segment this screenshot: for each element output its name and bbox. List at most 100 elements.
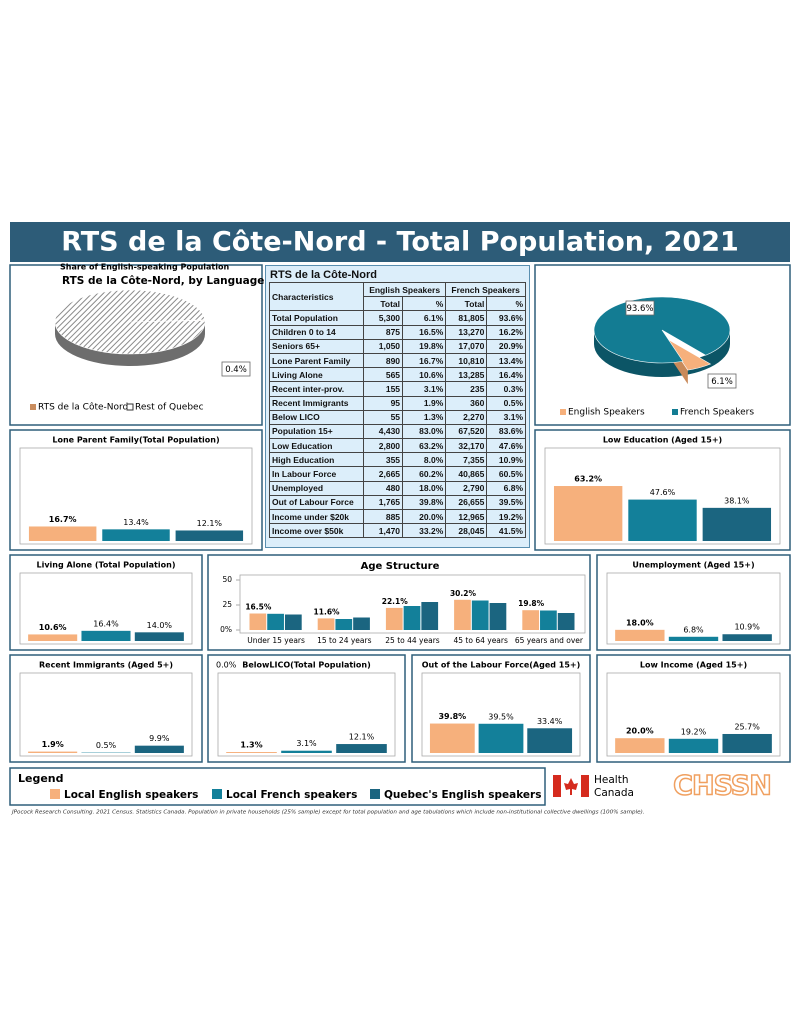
col-header: English Speakers: [362, 281, 447, 298]
table-cell: 32,170: [445, 438, 488, 454]
bar: [284, 614, 302, 630]
y-tick-label: 25: [222, 600, 232, 609]
value-label: 11.6%: [314, 607, 341, 616]
bar: [454, 599, 471, 630]
plot-frame: [421, 672, 581, 757]
flag-left: [553, 775, 561, 797]
value-label: 20.0%: [626, 727, 654, 736]
table-cell: 6.8%: [486, 480, 526, 496]
x-tick-label: 45 to 64 years: [453, 636, 508, 645]
table-row: Income under $20k 885 20.0% 12,965 19.2%: [269, 508, 526, 525]
table-title: RTS de la Côte-Nord: [270, 269, 377, 281]
table-cell: 60.2%: [402, 466, 447, 482]
bar: [336, 744, 387, 753]
value-label: 93.6%: [626, 304, 653, 314]
table-cell: 3.1%: [402, 381, 447, 397]
legend-swatch: [50, 789, 60, 799]
plot-frame: [19, 672, 193, 757]
chart-title: Lone Parent Family(Total Population): [52, 436, 219, 445]
label-box: [707, 373, 737, 389]
table-cell: 17,070: [445, 338, 488, 354]
annotation: 0.0%: [216, 661, 237, 670]
y-tick-label: 50: [222, 575, 232, 584]
table-cell: 13,285: [445, 367, 488, 383]
table-cell: Below LICO: [269, 409, 364, 425]
sub-header: Total: [362, 296, 404, 312]
table-cell: 2,800: [362, 438, 404, 454]
table-row: Population 15+ 4,430 83.0% 67,520 83.6%: [269, 423, 526, 440]
table-cell: 26,655: [445, 494, 488, 511]
table-cell: 28,045: [445, 523, 488, 539]
bar: [385, 607, 403, 630]
bar: [668, 636, 719, 641]
value-label: 3.1%: [296, 739, 317, 748]
table-row: High Education 355 8.0% 7,355 10.9%: [269, 452, 526, 468]
table-cell: 16.4%: [486, 367, 526, 383]
chart-title: BelowLICO(Total Population): [242, 661, 371, 670]
value-label: 9.9%: [149, 734, 170, 743]
x-tick-label: 25 to 44 years: [385, 636, 440, 645]
value-label: 10.6%: [39, 623, 67, 632]
table: Characteristics English Speakers French …: [269, 281, 526, 539]
bar: [478, 723, 524, 753]
table-cell: 2,270: [445, 409, 488, 425]
table-cell: Unemployed: [269, 480, 364, 496]
col-header: Characteristics: [269, 281, 364, 312]
value-label: 38.1%: [724, 496, 750, 505]
table-row: Lone Parent Family 890 16.7% 10,810 13.4%: [269, 352, 526, 369]
bar: [489, 603, 507, 630]
bar: [317, 618, 335, 630]
table-cell: 40,865: [445, 466, 488, 482]
value-label: 19.2%: [681, 727, 707, 736]
logo-chssn: CHSSN: [673, 771, 771, 802]
chart-title: Age Structure: [361, 561, 440, 572]
table-cell: 1,470: [362, 523, 404, 539]
table-cell: High Education: [269, 452, 364, 468]
table-cell: 93.6%: [486, 310, 526, 326]
table-row: Out of Labour Force 1,765 39.8% 26,655 39.5%: [269, 494, 526, 511]
legend-swatch: [126, 403, 134, 411]
table-cell: 565: [362, 367, 404, 383]
page-title: RTS de la Côte-Nord - Total Population, …: [61, 227, 739, 258]
legend-swatch: [672, 409, 678, 415]
bar: [28, 526, 97, 541]
table-cell: 0.3%: [486, 381, 526, 397]
table-row: In Labour Force 2,665 60.2% 40,865 60.5%: [269, 466, 526, 482]
bar: [102, 529, 170, 541]
bar: [226, 752, 277, 753]
value-label: 39.5%: [488, 712, 514, 721]
bar: [628, 499, 697, 541]
plot-frame: [217, 672, 396, 757]
bar: [557, 613, 575, 630]
table-cell: 1,050: [362, 338, 404, 354]
bar: [421, 602, 439, 630]
table-cell: Out of Labour Force: [269, 494, 364, 511]
table-cell: 480: [362, 480, 404, 496]
table-cell: 1.9%: [402, 395, 447, 411]
table-cell: 8.0%: [402, 452, 447, 468]
legend-swatch: [560, 409, 566, 415]
value-label: 6.1%: [711, 377, 733, 387]
bar: [722, 634, 772, 641]
value-label: 22.1%: [382, 597, 409, 606]
table-cell: 41.5%: [486, 523, 526, 539]
table-row: Seniors 65+ 1,050 19.8% 17,070 20.9%: [269, 338, 526, 354]
bar: [429, 723, 475, 753]
value-label: 6.8%: [683, 625, 704, 634]
bar: [668, 738, 719, 753]
table-cell: 13,270: [445, 324, 488, 340]
table-cell: Low Education: [269, 438, 364, 454]
table-cell: Lone Parent Family: [269, 352, 364, 369]
pie-slice: [593, 296, 731, 364]
legend-label: Local French speakers: [226, 789, 357, 801]
sub-header: Total: [445, 296, 488, 312]
table-cell: 4,430: [362, 423, 404, 440]
value-label: 16.7%: [49, 515, 77, 524]
table-cell: Total Population: [269, 310, 364, 326]
chart-title: Low Education (Aged 15+): [603, 436, 722, 445]
table-cell: Living Alone: [269, 367, 364, 383]
table-cell: 360: [445, 395, 488, 411]
table-cell: 0.5%: [486, 395, 526, 411]
table-cell: Income over $50k: [269, 523, 364, 539]
